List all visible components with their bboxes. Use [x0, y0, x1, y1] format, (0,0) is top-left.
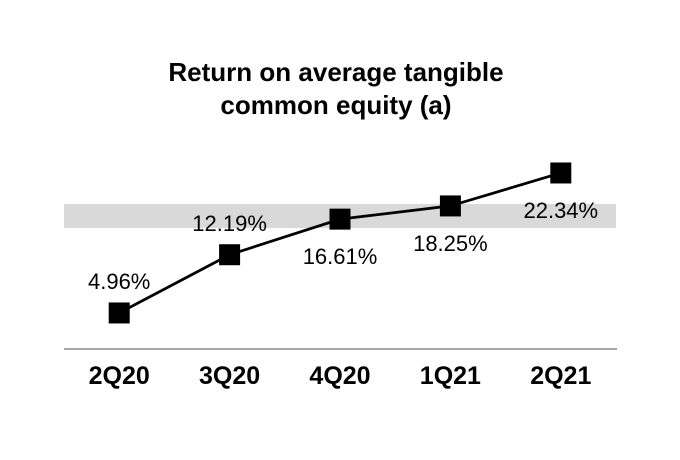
data-point-marker — [329, 208, 351, 230]
x-axis-label: 2Q21 — [530, 362, 592, 390]
chart-title: Return on average tangible common equity… — [168, 57, 504, 120]
x-axis-label: 3Q20 — [199, 362, 261, 390]
data-label: 16.61% — [302, 244, 378, 270]
data-label: 22.34% — [523, 197, 599, 223]
x-axis-label: 2Q20 — [88, 362, 150, 390]
data-point-marker — [550, 162, 572, 184]
x-axis-label: 1Q21 — [419, 362, 481, 390]
data-label: 12.19% — [192, 210, 267, 236]
data-label: 4.96% — [87, 268, 151, 294]
data-point-marker — [108, 302, 130, 324]
trend-line — [118, 171, 562, 315]
data-point-marker — [439, 195, 461, 217]
x-axis-label: 4Q20 — [309, 362, 371, 390]
data-label: 18.25% — [413, 230, 488, 256]
x-axis-line — [64, 348, 617, 350]
data-point-marker — [219, 244, 241, 266]
